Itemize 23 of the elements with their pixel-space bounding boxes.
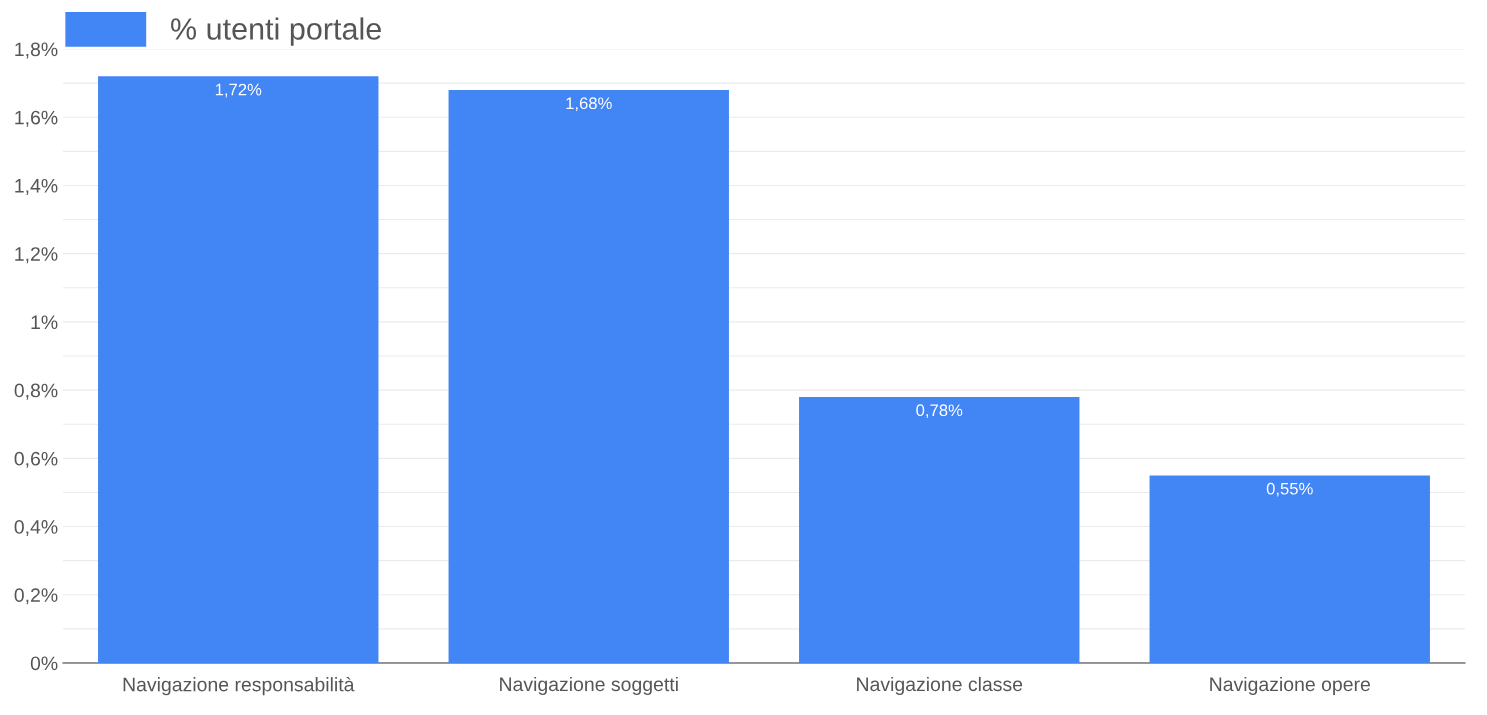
x-tick-label: Navigazione opere	[1210, 676, 1370, 696]
bar	[1149, 475, 1430, 663]
data-label: 1,68%	[566, 97, 612, 112]
bar	[799, 396, 1080, 663]
y-tick-label: 1,8%	[15, 42, 58, 59]
y-tick-label: 1,4%	[15, 179, 58, 195]
x-tick-label: Navigazione soggetti	[500, 676, 678, 696]
bar	[98, 76, 379, 663]
data-label: 0,78%	[916, 404, 963, 419]
y-tick-label: 0,8%	[14, 383, 58, 400]
y-tick-label: 0,6%	[14, 451, 58, 468]
data-label: 0,55%	[1266, 482, 1313, 497]
y-tick-label: 1,6%	[15, 110, 58, 127]
x-tick-label: Navigazione classe	[857, 676, 1023, 696]
bar	[448, 89, 729, 663]
y-tick-label: 0,4%	[14, 520, 58, 537]
y-tick-label: 1%	[31, 315, 58, 330]
data-label: 1,72%	[215, 83, 262, 98]
x-tick-label: Navigazione responsabilità	[123, 676, 355, 696]
y-tick-label: 0,2%	[14, 588, 58, 605]
y-tick-label: 1,2%	[15, 247, 58, 264]
legend-label: % utenti portale	[171, 17, 381, 46]
y-tick-label: 0%	[30, 656, 58, 671]
